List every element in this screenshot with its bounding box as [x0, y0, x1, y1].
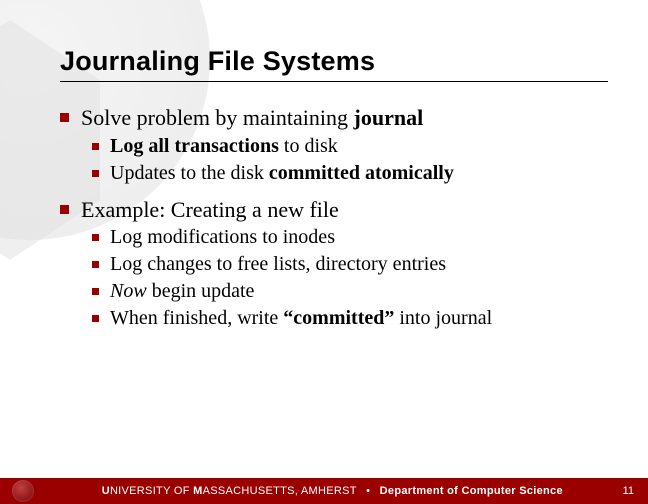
slide-content: Journaling File Systems Solve problem by… — [0, 0, 648, 458]
bullet-text: When finished, write “committed” into jo… — [110, 306, 608, 331]
bullet-lvl2: Updates to the disk committed atomically — [92, 161, 608, 186]
bullet-square-icon — [92, 261, 99, 268]
bullet-lvl2: Log all transactions to disk — [92, 134, 608, 159]
bullet-lvl2: Log changes to free lists, directory ent… — [92, 252, 608, 277]
footer-text: UNIVERSITY OF MASSACHUSETTS, AMHERST • D… — [42, 485, 623, 497]
bullet-text: Solve problem by maintaining journal — [81, 104, 608, 132]
slide-title: Journaling File Systems — [60, 46, 608, 82]
bullet-square-icon — [60, 113, 69, 122]
bullet-square-icon — [92, 234, 99, 241]
bullet-lvl2: Log modifications to inodes — [92, 225, 608, 250]
bullet-square-icon — [60, 205, 69, 214]
bullet-text: Log all transactions to disk — [110, 134, 608, 159]
bullet-list: Solve problem by maintaining journal Log… — [60, 104, 608, 331]
bullet-text: Log changes to free lists, directory ent… — [110, 252, 608, 277]
bullet-lvl2: Now begin update — [92, 279, 608, 304]
footer-bar: UNIVERSITY OF MASSACHUSETTS, AMHERST • D… — [0, 478, 648, 504]
bullet-text: Now begin update — [110, 279, 608, 304]
bullet-text: Log modifications to inodes — [110, 225, 608, 250]
bullet-lvl1: Solve problem by maintaining journal — [60, 104, 608, 132]
bullet-lvl1: Example: Creating a new file — [60, 196, 608, 224]
bullet-text: Updates to the disk committed atomically — [110, 161, 608, 186]
bullet-square-icon — [92, 315, 99, 322]
bullet-lvl2: When finished, write “committed” into jo… — [92, 306, 608, 331]
page-number: 11 — [623, 485, 648, 497]
bullet-square-icon — [92, 288, 99, 295]
bullet-square-icon — [92, 143, 99, 150]
bullet-square-icon — [92, 170, 99, 177]
separator-dot-icon: • — [366, 485, 370, 497]
footer-seal-icon — [12, 480, 34, 502]
bullet-text: Example: Creating a new file — [81, 196, 608, 224]
